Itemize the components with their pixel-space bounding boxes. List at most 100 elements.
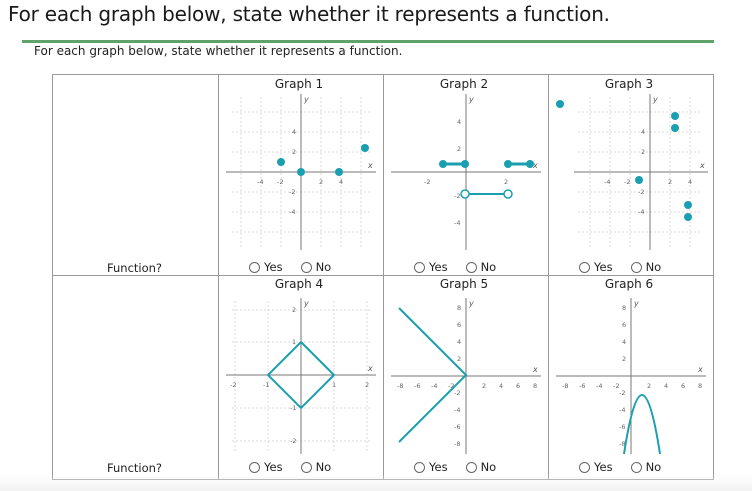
graph-2-tick-y-4: 4 — [457, 118, 461, 126]
graph-3-y-axis-label: y — [652, 95, 658, 104]
graph-3-point-2 — [671, 112, 679, 120]
graph-2-options: Yes No — [414, 260, 514, 274]
graph-6-options: Yes No — [579, 460, 679, 474]
graph-5-options: Yes No — [414, 460, 514, 474]
option-label: No — [480, 460, 497, 474]
question-card: For each graph below, state whether it r… — [22, 40, 714, 480]
graph-5-tick-x-4: 4 — [499, 382, 503, 390]
graph-4-tick-x-neg1: -1 — [263, 381, 269, 389]
graph-1-yes-option[interactable]: Yes — [249, 260, 283, 274]
page-heading: For each graph below, state whether it r… — [8, 2, 610, 26]
graph-6-tick-y-neg2: -2 — [619, 389, 625, 397]
graph-6-tick-x-neg6: -6 — [579, 382, 585, 390]
graph-5-yes-option[interactable]: Yes — [414, 460, 448, 474]
card-instruction: For each graph below, state whether it r… — [34, 44, 403, 58]
graph-1-x-axis-label: x — [367, 161, 373, 170]
graph-6-tick-x-neg2: -2 — [613, 382, 619, 390]
graph-2-no-option[interactable]: No — [465, 260, 496, 274]
option-label: No — [645, 260, 662, 274]
graph-5-no-option[interactable]: No — [465, 460, 497, 474]
label-cell-row2 — [52, 275, 219, 480]
graph-3-no-option[interactable]: No — [630, 260, 662, 274]
option-label: Yes — [594, 460, 613, 474]
graph-6-plot: x y -8 -6 -4 -2 2 4 6 8 8 6 4 2 -2 -4 -6… — [556, 298, 706, 455]
radio-circle-icon[interactable] — [465, 261, 477, 273]
graph-4-options: Yes No — [249, 460, 349, 474]
graph-2-segment-right-start — [504, 160, 512, 168]
graph-5-tick-y-neg4: -4 — [454, 406, 460, 414]
radio-circle-icon[interactable] — [300, 461, 312, 473]
graph-3-tick-x-neg4: -4 — [604, 178, 610, 186]
graph-2-segment-right-end — [526, 160, 534, 168]
graph-1-point-3 — [335, 168, 343, 176]
graph-1-tick-y-neg2: -2 — [289, 188, 295, 196]
radio-circle-icon[interactable] — [465, 461, 477, 473]
graph-3-point-5 — [684, 201, 692, 209]
option-label: No — [315, 260, 332, 274]
graph-5-v-curve — [398, 307, 468, 443]
graph-2-segment-left-start — [439, 160, 447, 168]
radio-circle-icon[interactable] — [630, 461, 642, 473]
graph-6-no-option[interactable]: No — [630, 460, 662, 474]
radio-circle-icon[interactable] — [630, 261, 642, 273]
function-row-label-2: Function? — [107, 461, 163, 475]
radio-circle-icon[interactable] — [300, 261, 312, 273]
graph-1-tick-x-2: 2 — [319, 178, 323, 186]
graph-5-tick-y-neg8: -8 — [454, 440, 460, 448]
radio-circle-icon[interactable] — [414, 461, 425, 473]
graph-2-tick-y-neg2: -2 — [454, 192, 460, 200]
graph-4-tick-y-1: 1 — [292, 338, 296, 346]
option-label: No — [645, 460, 662, 474]
graph-1-no-option[interactable]: No — [300, 260, 332, 274]
graph-5-tick-y-2: 2 — [457, 355, 461, 363]
graph-1-plot: x y -4 -2 2 4 4 2 -2 -4 — [226, 94, 376, 250]
card-accent-rule — [22, 40, 714, 43]
graph-5-tick-x-neg6: -6 — [414, 382, 420, 390]
graph-1-tick-x-neg4: -4 — [257, 178, 263, 186]
graph-5-tick-x-6: 6 — [516, 382, 520, 390]
radio-circle-icon[interactable] — [579, 261, 590, 273]
option-label: Yes — [264, 260, 283, 274]
graph-6-yes-option[interactable]: Yes — [579, 460, 613, 474]
radio-circle-icon[interactable] — [414, 261, 425, 273]
graph-6-tick-y-4: 4 — [622, 338, 626, 346]
radio-circle-icon[interactable] — [249, 261, 260, 273]
option-label: Yes — [429, 260, 448, 274]
radio-circle-icon[interactable] — [249, 461, 260, 473]
graph-4-yes-option[interactable]: Yes — [249, 460, 283, 474]
graph-3-yes-option[interactable]: Yes — [579, 260, 613, 274]
graph-1-tick-x-4: 4 — [339, 178, 343, 186]
graph-5-x-axis-label: x — [532, 365, 538, 374]
graph-1-tick-x-neg2: -2 — [277, 178, 283, 186]
graph-4-tick-x-neg2: -2 — [230, 381, 236, 389]
graph-2-tick-x-neg2: -2 — [424, 178, 430, 186]
graph-5-tick-y-neg2: -2 — [454, 389, 460, 397]
graph-3-point-1 — [556, 100, 564, 108]
radio-circle-icon[interactable] — [579, 461, 590, 473]
graph-4-no-option[interactable]: No — [300, 460, 331, 474]
graph-3-point-4 — [635, 176, 643, 184]
graph-3-tick-x-4: 4 — [688, 178, 692, 186]
graph-6-tick-y-2: 2 — [622, 355, 626, 363]
graph-3-x-axis-label: x — [699, 161, 705, 170]
graph-5-tick-y-8: 8 — [457, 304, 461, 312]
graph-6-tick-x-2: 2 — [647, 382, 651, 390]
graph-3-grid — [578, 97, 702, 247]
option-label: Yes — [594, 260, 613, 274]
graph-1-point-4 — [361, 144, 369, 152]
graph-2-segment-lower-open-start — [460, 189, 470, 199]
graph-5-tick-x-8: 8 — [533, 382, 537, 390]
graph-2-plot: x y -2 2 4 2 -2 -4 — [391, 94, 541, 250]
graph-4-x-axis-label: x — [367, 364, 373, 373]
graph-6-tick-y-neg6: -6 — [619, 423, 625, 431]
option-label: Yes — [264, 460, 283, 474]
graph-1-tick-y-neg4: -4 — [289, 208, 295, 216]
graph-5-plot: x y -8 -6 -4 -2 2 4 6 8 8 6 4 2 -2 -4 -6… — [391, 298, 541, 454]
graph-3-tick-y-neg2: -2 — [638, 188, 644, 196]
graph-2-yes-option[interactable]: Yes — [414, 260, 448, 274]
graph-3-tick-y-2: 2 — [641, 148, 645, 156]
graph-title-2: Graph 2 — [439, 77, 489, 91]
graph-title-1: Graph 1 — [274, 77, 324, 91]
graph-2-segment-lower-open-end — [503, 189, 513, 199]
graph-2-tick-y-2: 2 — [457, 145, 461, 153]
